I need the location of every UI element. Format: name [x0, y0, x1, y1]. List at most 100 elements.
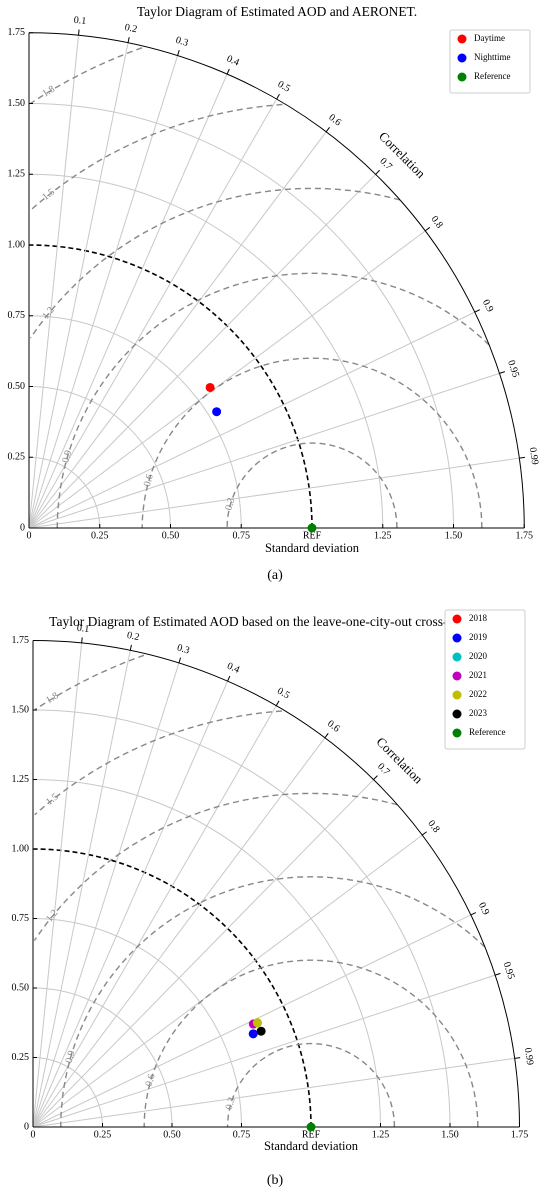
rmsd-label: 0.6: [142, 473, 156, 488]
legend-label: Nighttime: [474, 52, 511, 62]
rmsd-contour: [34, 710, 282, 816]
std-grid-arc: [32, 779, 381, 1128]
correlation-grid-line: [28, 35, 80, 529]
x-tick-label: 1.50: [441, 1129, 459, 1140]
x-tick-label: 0: [27, 530, 32, 541]
correlation-tick-label: 0.3: [174, 35, 189, 49]
legend-marker: [452, 652, 462, 662]
y-tick-label: 1.00: [12, 843, 30, 854]
correlation-tick-label: 0.7: [375, 761, 392, 778]
legend-box: [449, 29, 531, 94]
x-tick-label: 0.25: [91, 530, 109, 541]
reference-arc: [28, 244, 313, 529]
legend-marker: [452, 671, 462, 681]
correlation-tick: [474, 309, 481, 313]
y-tick-label: 1.50: [12, 704, 30, 715]
data-point: [256, 1026, 266, 1036]
y-tick-label: 0.25: [12, 1052, 30, 1063]
outer-arc: [32, 640, 520, 1128]
data-point: [212, 407, 222, 417]
chart-title: Taylor Diagram of Estimated AOD based on…: [49, 614, 505, 629]
legend-label: 2020: [469, 651, 488, 661]
rmsd-label: 1.8: [44, 690, 60, 706]
correlation-tick-label: 0.8: [425, 818, 441, 835]
correlation-grid-line: [32, 779, 374, 1128]
y-tick-label: 0.25: [8, 452, 26, 463]
legend-label: 2018: [469, 613, 488, 623]
data-point: [307, 523, 317, 533]
y-tick-label: 0.50: [8, 381, 26, 392]
x-axis-label: Standard deviation: [265, 541, 360, 555]
std-grid-arc: [32, 709, 451, 1128]
x-tick-label: REF: [302, 1129, 321, 1140]
x-tick-label: 0.75: [233, 1129, 251, 1140]
rmsd-contour: [30, 103, 283, 211]
rmsd-label: 1.5: [44, 791, 61, 807]
data-point: [306, 1122, 316, 1132]
correlation-grid-line: [32, 974, 496, 1128]
correlation-tick-label: 0.9: [476, 901, 491, 917]
correlation-tick-label: 0.7: [377, 156, 394, 173]
correlation-grid-line: [28, 131, 327, 529]
x-tick-label: 0.50: [163, 1129, 181, 1140]
correlation-tick-label: 0.8: [429, 214, 445, 231]
correlation-grid-line: [32, 737, 326, 1128]
legend-marker: [452, 614, 462, 624]
correlation-tick-label: 0.1: [73, 15, 87, 27]
legend-marker: [452, 690, 462, 700]
std-grid-arc: [28, 386, 171, 529]
correlation-grid-line: [32, 1057, 515, 1128]
std-grid-arc: [32, 918, 242, 1128]
rmsd-contour: [34, 654, 145, 711]
y-tick-label: 1.75: [12, 635, 30, 646]
correlation-grid-line: [28, 42, 129, 529]
y-tick-label: 0.75: [8, 310, 26, 321]
correlation-grid-line: [28, 311, 475, 529]
correlation-grid-line: [32, 705, 277, 1128]
correlation-label: Correlation: [373, 734, 426, 787]
correlation-grid-line: [28, 98, 278, 529]
caption: (a): [267, 568, 283, 583]
correlation-tick: [373, 775, 378, 780]
x-tick-label: REF: [303, 530, 322, 541]
taylor-panel: 0.1 0.2 0.3 0.4 0.5 0.6 0.7 0.8 0.9 0.95 0.99 0.3 0.…: [12, 609, 535, 1188]
x-tick-label: 1.75: [511, 1129, 529, 1140]
std-grid-arc: [32, 987, 173, 1128]
legend-marker: [457, 72, 467, 82]
correlation-tick: [325, 126, 330, 133]
legend-marker: [457, 53, 467, 63]
correlation-grid-line: [32, 834, 423, 1128]
correlation-tick: [499, 371, 506, 374]
correlation-tick: [324, 733, 329, 739]
correlation-grid-line: [28, 55, 179, 529]
rmsd-contour: [33, 792, 398, 941]
reference-arc: [32, 848, 312, 1128]
taylor-panel: 0.1 0.2 0.3 0.4 0.5 0.6 0.7 0.8 0.9 0.95 0.99 0.3 0.…: [8, 4, 541, 583]
y-tick-label: 1.00: [8, 239, 26, 250]
correlation-tick: [275, 700, 280, 706]
legend-label: Daytime: [474, 33, 505, 43]
y-tick-label: 0: [20, 522, 25, 533]
std-grid-arc: [28, 315, 242, 529]
correlation-tick-label: 0.6: [326, 112, 343, 128]
correlation-tick: [177, 50, 180, 56]
rmsd-label: 0.3: [224, 1096, 238, 1111]
correlation-tick: [495, 972, 501, 976]
correlation-tick-label: 0.5: [275, 686, 291, 702]
correlation-tick-label: 0.4: [225, 661, 241, 676]
correlation-tick: [127, 37, 130, 43]
rmsd-label: 0.3: [223, 497, 237, 512]
data-point: [252, 1018, 262, 1028]
legend-label: Reference: [474, 71, 510, 81]
correlation-tick-label: 0.1: [76, 623, 90, 635]
rmsd-contour: [29, 187, 401, 339]
correlation-grid-line: [32, 662, 180, 1128]
std-grid-arc: [28, 103, 454, 529]
outer-arc: [28, 32, 525, 529]
correlation-tick: [424, 227, 431, 232]
chart-title: Taylor Diagram of Estimated AOD and AERO…: [137, 4, 417, 19]
x-tick-label: 1.25: [372, 1129, 390, 1140]
legend-box: [444, 609, 526, 750]
y-tick-label: 1.25: [8, 169, 26, 180]
y-tick-label: 0: [24, 1121, 29, 1132]
